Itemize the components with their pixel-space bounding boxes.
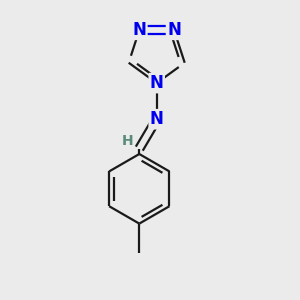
Text: H: H (122, 134, 133, 148)
Text: N: N (150, 74, 164, 92)
Text: N: N (132, 21, 146, 39)
Text: N: N (150, 110, 164, 128)
Text: N: N (167, 21, 181, 39)
